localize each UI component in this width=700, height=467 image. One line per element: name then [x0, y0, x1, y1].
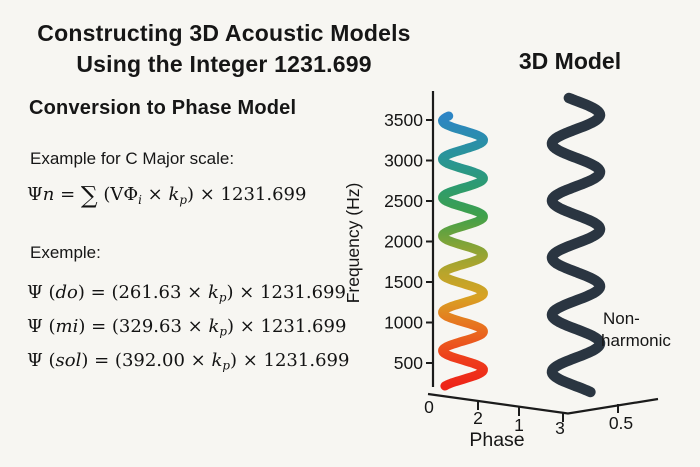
x-tick-label: 1	[514, 415, 524, 435]
equation-sum: Ψn = ∑ (VΦi × kp) × 1231.699	[27, 181, 307, 209]
equation-segment: k	[207, 282, 219, 303]
y-tick-label: 3000	[384, 151, 423, 171]
equation-segment: k	[208, 316, 220, 337]
y-tick-label: 500	[394, 353, 423, 373]
main-title-line2: Using the Integer 1231.699	[76, 51, 372, 77]
y-tick-label: 2500	[384, 191, 423, 211]
equation-segment: Ψ (	[27, 350, 56, 371]
x-tick-label: 2	[473, 408, 483, 428]
x-axis-label: Phase	[469, 429, 524, 451]
annotation-nonharmonic-line2: harmonic	[601, 331, 671, 350]
floor-axis-ticks	[477, 400, 619, 422]
equation-segment: p	[179, 192, 187, 207]
y-tick-label: 2000	[384, 232, 423, 252]
equation-segment: Ψ (	[27, 316, 56, 337]
floor-axis-line	[427, 392, 659, 415]
y-tick-label: 1500	[384, 272, 423, 292]
y-tick-label: 3500	[384, 110, 423, 130]
equation-segment: sol	[55, 350, 82, 371]
equation-sol: Ψ (sol) = (392.00 × kp) × 1231.699	[27, 350, 349, 373]
example-label: Example for C Major scale:	[30, 149, 235, 168]
equation-segment: Ψ	[27, 184, 43, 206]
plot-title: 3D Model	[518, 48, 622, 74]
equation-segment: ) × 1231.699	[187, 184, 307, 206]
equation-segment: Ψ (	[27, 282, 56, 303]
y-axis-label: Frequency (Hz)	[343, 183, 363, 304]
equation-do: Ψ (do) = (261.63 × kp) × 1231.699	[27, 282, 346, 305]
equation-segment: p	[222, 358, 230, 373]
equation-segment: ) × 1231.699	[229, 350, 350, 371]
equation-segment: (VΦ	[97, 184, 139, 206]
section-heading: Conversion to Phase Model	[29, 97, 297, 119]
y-axis-tick-labels: 3500 3000 2500 2000 1500 1000 500	[384, 110, 423, 373]
x-tick-label: 0	[424, 397, 434, 417]
equation-segment: =	[54, 184, 81, 206]
x-tick-label: 3	[555, 418, 565, 438]
equation-segment: ) × 1231.699	[226, 282, 346, 303]
equation-segment: p	[218, 290, 227, 305]
y-axis-ticks	[426, 119, 433, 364]
equation-segment: ) = (392.00 ×	[81, 350, 212, 371]
equation-segment: p	[219, 324, 227, 339]
equation-segment: ×	[141, 184, 169, 206]
3d-plot: 3500 3000 2500 2000 1500 1000 500 Freque…	[343, 91, 671, 451]
annotation-nonharmonic-line1: Non-	[603, 309, 640, 328]
equation-mi: Ψ (mi) = (329.63 × kp) × 1231.699	[27, 316, 346, 339]
equation-segment: ) = (329.63 ×	[78, 316, 209, 337]
nonharmonic-wave-curve	[546, 92, 606, 398]
equation-segment: ) × 1231.699	[226, 316, 347, 337]
harmonic-wave-curve	[438, 111, 488, 391]
depth-tick-label: 0.5	[609, 413, 633, 433]
equation-segment: do	[55, 282, 78, 303]
floor-tick-labels: 0 2 1 3 0.5	[424, 397, 633, 438]
equation-segment: n	[42, 184, 55, 206]
equation-segment: mi	[55, 316, 79, 337]
equation-segment: ∑	[80, 181, 98, 209]
equation-segment: k	[211, 350, 223, 371]
equation-segment: ) = (261.63 ×	[77, 282, 208, 303]
exemple-label: Exemple:	[30, 243, 101, 262]
equation-segment: i	[138, 192, 142, 207]
main-title: Constructing 3D Acoustic Models Using th…	[0, 18, 448, 80]
y-tick-label: 1000	[384, 313, 423, 333]
equation-segment: k	[168, 184, 180, 206]
main-title-line1: Constructing 3D Acoustic Models	[37, 20, 411, 46]
